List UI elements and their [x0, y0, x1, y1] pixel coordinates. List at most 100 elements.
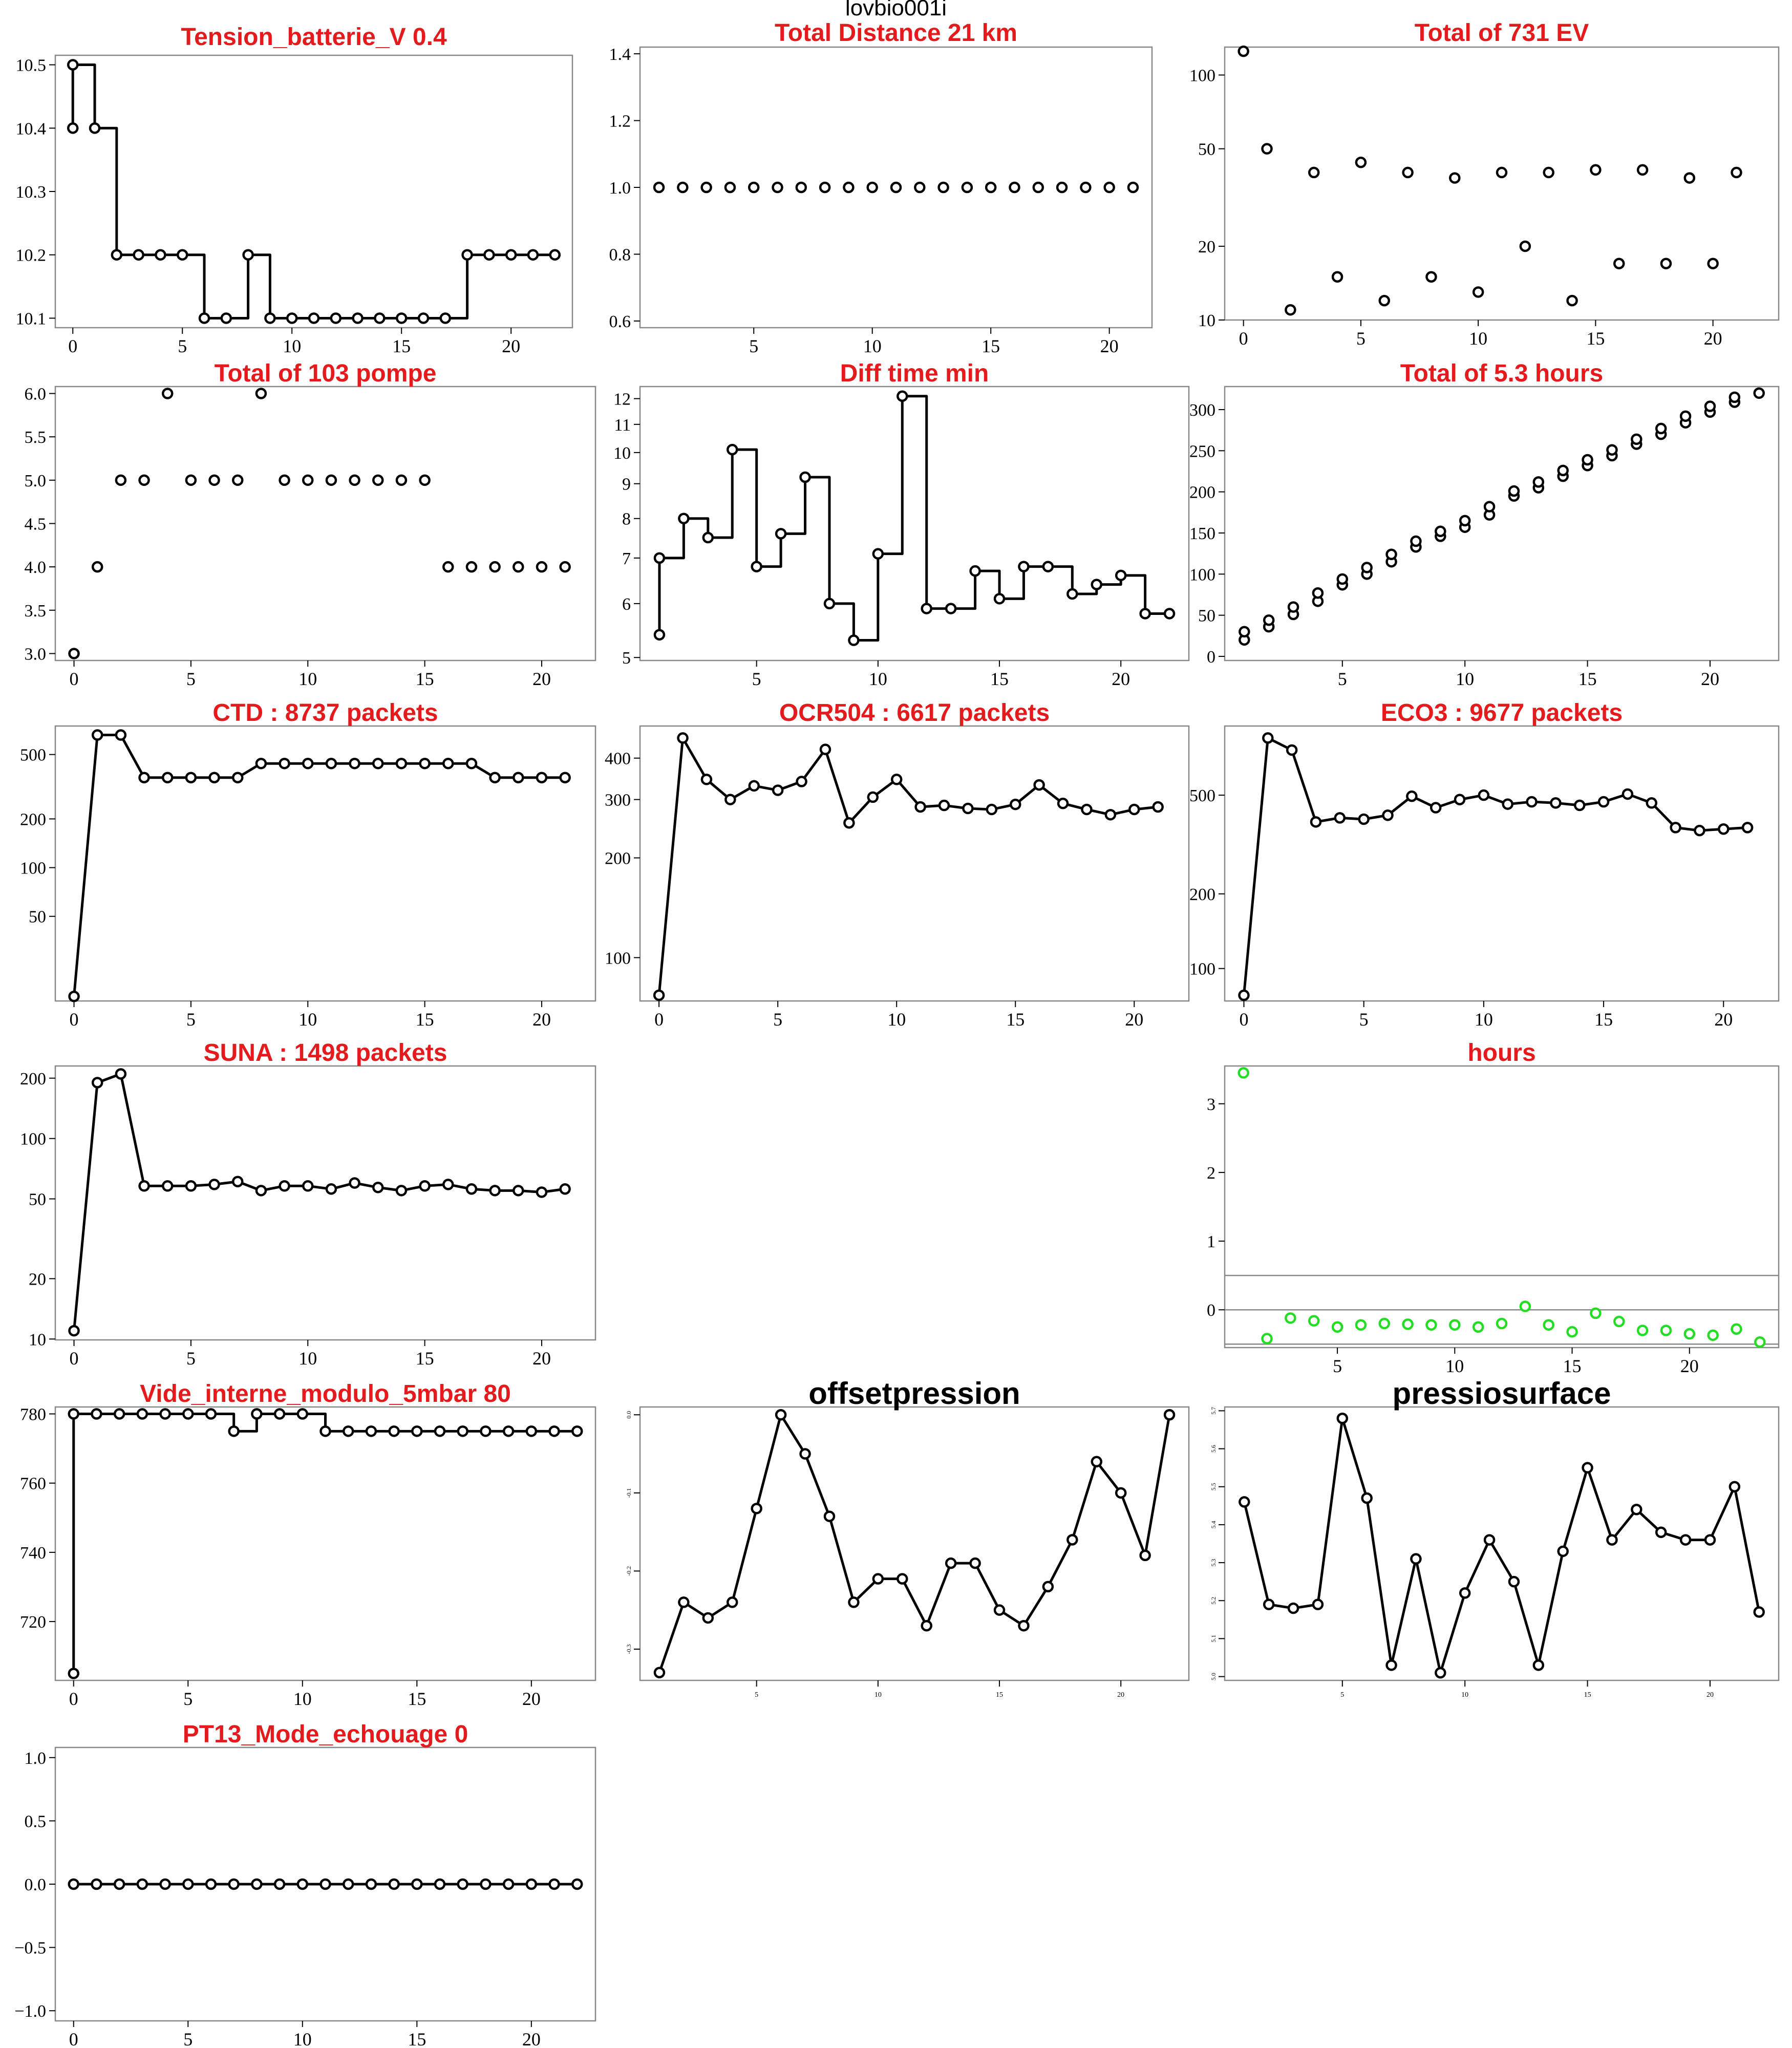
y-tick-label: -0.2 — [625, 1566, 632, 1576]
data-point — [182, 1408, 194, 1420]
data-point — [1336, 573, 1349, 585]
data-point — [91, 729, 103, 741]
data-point — [68, 1668, 80, 1679]
y-tick-label: 5.0 — [25, 472, 47, 490]
data-point — [1385, 548, 1397, 560]
data-point — [1139, 1549, 1151, 1562]
data-point — [1613, 258, 1625, 269]
data-point — [1091, 1456, 1103, 1468]
x-tick-label: 0 — [1239, 328, 1248, 349]
data-point — [726, 443, 738, 456]
data-point — [395, 757, 408, 770]
data-point — [231, 772, 244, 784]
data-point — [182, 1878, 194, 1890]
x-tick-label: 15 — [408, 2029, 426, 2048]
data-point — [138, 1180, 150, 1192]
x-tick-label: 0 — [69, 2029, 78, 2048]
y-tick-label: 1.2 — [609, 112, 631, 131]
x-tick-label: 10 — [298, 669, 317, 689]
data-point — [296, 1408, 309, 1420]
data-point — [897, 390, 908, 402]
x-tick-label: 15 — [1594, 1009, 1613, 1030]
data-point — [1009, 798, 1021, 810]
plot-frame — [54, 386, 596, 662]
chart-title: PT13_Mode_echouage 0 — [183, 1721, 468, 1748]
data-point — [1018, 1619, 1030, 1632]
x-tick-label: 10 — [874, 1691, 882, 1699]
y-tick-label: 5.3 — [1210, 1559, 1217, 1567]
x-tick-label: 15 — [990, 669, 1009, 689]
data-point — [395, 1185, 408, 1197]
chart-title: Total of 5.3 hours — [1400, 360, 1603, 387]
data-point — [536, 1186, 548, 1198]
data-point — [1163, 1409, 1176, 1421]
data-point — [1128, 803, 1140, 816]
data-point — [138, 474, 150, 486]
data-point — [1660, 1325, 1672, 1336]
data-point — [417, 312, 430, 324]
data-point — [111, 249, 123, 261]
data-point — [1459, 515, 1471, 527]
y-tick-label: 500 — [20, 746, 46, 765]
data-point — [1683, 172, 1696, 184]
y-tick-label: 3.0 — [25, 645, 47, 664]
chart-title: Tension_batterie_V 0.4 — [181, 24, 447, 51]
data-point — [349, 757, 360, 770]
data-point — [349, 1177, 360, 1189]
data-point — [559, 1183, 571, 1195]
data-point — [1361, 562, 1373, 573]
plot-frame — [1224, 386, 1780, 662]
data-point — [273, 1878, 286, 1890]
data-point — [1683, 1328, 1696, 1340]
x-tick-label: 20 — [522, 1689, 541, 1709]
y-tick-label: 5.6 — [1210, 1445, 1217, 1453]
x-tick-label: 20 — [522, 2029, 541, 2048]
data-point — [1660, 258, 1672, 269]
chart-title: Vide_interne_modulo_5mbar 80 — [140, 1380, 511, 1407]
x-tick-label: 5 — [752, 669, 761, 689]
data-point — [1382, 809, 1394, 821]
data-point — [1631, 1504, 1642, 1516]
x-tick-label: 10 — [1456, 669, 1474, 689]
data-point — [91, 1408, 102, 1420]
data-point — [113, 1408, 125, 1420]
y-tick-label: −1.0 — [14, 2002, 46, 2021]
chart-title: Total of 103 pompe — [215, 360, 437, 387]
y-tick-label: 1.4 — [609, 45, 631, 64]
data-point — [921, 603, 932, 614]
panel-11: hours 5 10 15 20 0 1 2 3 — [1207, 1039, 1780, 1376]
page-title: lovbio001i — [845, 0, 947, 20]
data-point — [1308, 1315, 1320, 1327]
data-point — [457, 1425, 468, 1437]
x-tick-label: 10 — [1445, 1356, 1464, 1376]
data-point — [724, 181, 736, 194]
data-point — [255, 757, 267, 770]
data-point — [993, 593, 1006, 605]
panel-15: PT13_Mode_echouage 0 0 5 10 15 20 −1.0 −0.5 0.0 0… — [14, 1721, 596, 2048]
x-tick-label: 5 — [186, 1348, 196, 1369]
y-tick-label: 1.0 — [25, 1749, 47, 1768]
data-point — [342, 1878, 354, 1890]
data-point — [325, 757, 337, 770]
data-point — [159, 1878, 171, 1890]
data-point — [1454, 794, 1466, 805]
y-tick-label: 10.5 — [16, 56, 47, 75]
x-tick-label: 5 — [183, 2029, 193, 2048]
data-point — [1033, 779, 1045, 791]
data-point — [465, 561, 478, 573]
data-point — [548, 1878, 560, 1890]
data-point — [1566, 294, 1578, 307]
data-point — [273, 1408, 286, 1420]
x-tick-label: 5 — [178, 336, 187, 356]
data-point — [571, 1878, 583, 1890]
y-tick-label: 0.6 — [609, 312, 631, 331]
y-tick-label: 200 — [1189, 483, 1215, 502]
data-point — [411, 1878, 423, 1890]
data-point — [1483, 1534, 1496, 1546]
data-point — [489, 561, 501, 573]
data-point — [1636, 164, 1649, 176]
data-point — [1287, 1602, 1299, 1614]
x-tick-label: 20 — [1125, 1009, 1143, 1030]
data-point — [867, 791, 879, 803]
